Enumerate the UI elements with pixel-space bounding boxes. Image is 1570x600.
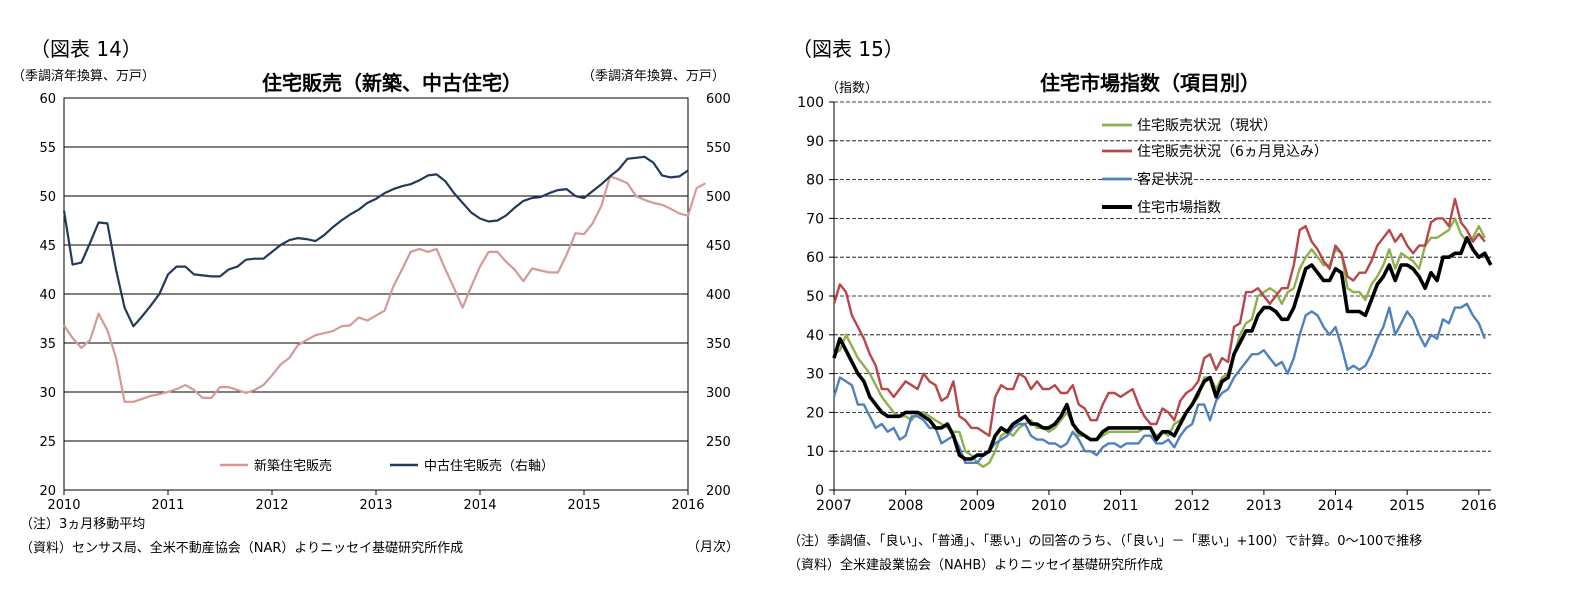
- y-tick-label-left: 25: [39, 435, 56, 450]
- y-axis-unit-15: （指数）: [826, 81, 878, 96]
- figure-label-14: （図表 14）: [30, 37, 142, 61]
- x-tick-label: 2007: [816, 498, 852, 514]
- x-unit-14: （月次）: [687, 539, 739, 555]
- x-tick-label: 2014: [463, 498, 496, 513]
- y-tick-label-right: 550: [706, 141, 731, 156]
- legend-label: 客足状況: [1137, 171, 1193, 188]
- legend-label: 新築住宅販売: [254, 458, 332, 474]
- x-tick-label: 2010: [1031, 498, 1067, 514]
- y-tick-label: 10: [806, 444, 824, 460]
- right-axis-unit-14: （季調済年換算、万戸）: [582, 68, 725, 84]
- figure-label-15: （図表 15）: [792, 37, 904, 61]
- x-tick-label: 2008: [888, 498, 924, 514]
- series-line-3: [832, 302, 1486, 464]
- chart-housing-market-index: （図表 15） 住宅市場指数（項目別） （指数） 0 10 20 30 40 50 60 70…: [788, 37, 1497, 573]
- chart-title-15: 住宅市場指数（項目別）: [1040, 71, 1260, 95]
- y-tick-label-right: 400: [706, 288, 731, 303]
- series-line-1: [833, 217, 1486, 468]
- x-tick-label: 2010: [47, 498, 80, 513]
- y-tick-label-right: 500: [706, 190, 731, 205]
- y-tick-label-right: 300: [706, 386, 731, 401]
- y-tick-label: 70: [806, 211, 824, 227]
- y-tick-label: 90: [806, 134, 824, 150]
- y-tick-label-right: 250: [706, 435, 731, 450]
- y-tick-label-left: 40: [39, 288, 56, 303]
- x-tick-label: 2016: [1461, 498, 1497, 514]
- y-tick-label-left: 20: [39, 484, 56, 499]
- left-axis-unit-14: （季調済年換算、万戸）: [12, 68, 155, 84]
- note-14: （注）3ヵ月移動平均: [20, 517, 145, 532]
- y-tick-label: 30: [806, 367, 824, 383]
- y-tick-label-left: 60: [39, 92, 56, 107]
- y-tick-label-right: 450: [706, 239, 731, 254]
- note-15: （注）季調値、「良い」、「普通」、「悪い」の回答のうち、（「良い」－「悪い」+1…: [788, 533, 1422, 549]
- series-line-2: [832, 197, 1486, 437]
- y-tick-label-right: 200: [706, 484, 731, 499]
- y-tick-label: 0: [815, 483, 824, 499]
- chart-title-14: 住宅販売（新築、中古住宅）: [262, 71, 522, 95]
- x-tick-label: 2011: [151, 498, 184, 513]
- x-tick-label: 2009: [959, 498, 995, 514]
- x-tick-label: 2012: [1174, 498, 1210, 514]
- y-tick-label-right: 350: [706, 337, 731, 352]
- series-line-2: [62, 155, 689, 328]
- x-tick-label: 2012: [255, 498, 288, 513]
- y-tick-label: 100: [797, 95, 824, 111]
- y-tick-label: 80: [806, 173, 824, 189]
- series-line-4: [832, 236, 1493, 461]
- x-tick-label: 2013: [1246, 498, 1282, 514]
- x-tick-label: 2015: [567, 498, 600, 513]
- legend-label: 中古住宅販売（右軸）: [424, 458, 554, 474]
- x-tick-label: 2013: [359, 498, 392, 513]
- y-tick-label-left: 30: [39, 386, 56, 401]
- y-tick-label-left: 35: [39, 337, 56, 352]
- legend-label: 住宅販売状況（現状）: [1137, 118, 1277, 134]
- legend-label: 住宅販売状況（6ヵ月見込み）: [1137, 144, 1328, 160]
- y-tick-label-left: 50: [39, 190, 56, 205]
- legend-label: 住宅市場指数: [1137, 199, 1221, 216]
- y-tick-label-left: 55: [39, 141, 56, 156]
- x-tick-label: 2016: [671, 498, 704, 513]
- series-line-1: [63, 175, 706, 403]
- x-tick-label: 2011: [1103, 498, 1139, 514]
- y-tick-label: 60: [806, 250, 824, 266]
- source-15: （資料）全米建設業協会（NAHB）よりニッセイ基礎研究所作成: [788, 557, 1163, 573]
- source-14: （資料）センサス局、全米不動産協会（NAR）よりニッセイ基礎研究所作成: [20, 540, 463, 556]
- x-tick-label: 2015: [1389, 498, 1425, 514]
- y-tick-label: 40: [806, 328, 824, 344]
- x-tick-label: 2014: [1318, 498, 1354, 514]
- y-tick-label: 50: [806, 289, 824, 305]
- y-tick-label-right: 600: [706, 92, 731, 107]
- y-tick-label-left: 45: [39, 239, 56, 254]
- y-tick-label: 20: [806, 405, 824, 421]
- chart-home-sales: （図表 14） 住宅販売（新築、中古住宅） （季調済年換算、万戸） （季調済年換…: [12, 37, 739, 556]
